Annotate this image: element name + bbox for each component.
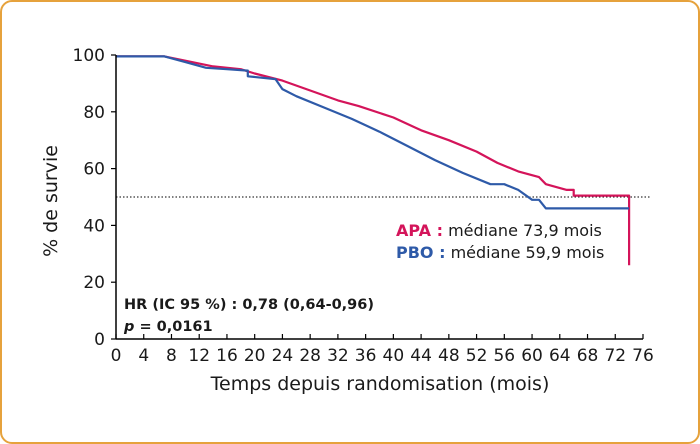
x-tick-label: 36 bbox=[355, 346, 377, 366]
legend-apa-key: APA : bbox=[396, 221, 443, 240]
x-tick-label: 8 bbox=[166, 346, 177, 366]
x-tick-label: 16 bbox=[216, 346, 238, 366]
x-tick-label: 28 bbox=[299, 346, 321, 366]
p-value: = 0,0161 bbox=[134, 319, 212, 335]
legend-pbo: PBO : médiane 59,9 mois bbox=[396, 243, 604, 262]
series-group bbox=[116, 55, 631, 266]
x-tick-label: 68 bbox=[577, 346, 599, 366]
ticks-group: 0 4 8 12 16 20 24 28 32 36 40 44 48 52 56 60 64 68 72 76020… bbox=[73, 46, 654, 366]
x-tick-label: 40 bbox=[383, 346, 405, 366]
axes-group bbox=[115, 55, 643, 340]
x-tick-label: 60 bbox=[521, 346, 543, 366]
legend-pbo-text: médiane 59,9 mois bbox=[446, 243, 605, 262]
p-symbol: p bbox=[123, 319, 134, 335]
y-axis-title: % de survie bbox=[40, 145, 62, 257]
y-tick-label: 80 bbox=[83, 103, 105, 123]
legend-pbo-key: PBO : bbox=[396, 243, 446, 262]
x-tick-label: 44 bbox=[410, 346, 432, 366]
x-tick-label: 32 bbox=[327, 346, 349, 366]
series-line-pbo bbox=[116, 55, 630, 210]
x-tick-label: 4 bbox=[138, 346, 149, 366]
y-tick-label: 60 bbox=[83, 160, 105, 180]
y-tick-label: 100 bbox=[73, 46, 105, 66]
x-tick-label: 52 bbox=[466, 346, 488, 366]
y-tick-label: 40 bbox=[83, 216, 105, 236]
x-tick-label: 24 bbox=[272, 346, 294, 366]
y-tick-label: 0 bbox=[94, 330, 105, 350]
x-tick-label: 20 bbox=[244, 346, 266, 366]
x-tick-label: 48 bbox=[438, 346, 460, 366]
y-tick-label: 20 bbox=[83, 273, 105, 293]
x-tick-label: 76 bbox=[632, 346, 654, 366]
legend-apa-text: médiane 73,9 mois bbox=[443, 221, 602, 240]
x-tick-label: 72 bbox=[604, 346, 626, 366]
p-value-annotation: p = 0,0161 bbox=[123, 319, 213, 335]
hazard-ratio-annotation: HR (IC 95 %) : 0,78 (0,64-0,96) bbox=[124, 297, 374, 313]
x-tick-label: 64 bbox=[549, 346, 571, 366]
x-axis-title: Temps depuis randomisation (mois) bbox=[210, 373, 550, 395]
x-tick-label: 0 bbox=[111, 346, 122, 366]
legend-apa: APA : médiane 73,9 mois bbox=[396, 221, 602, 240]
x-tick-label: 12 bbox=[188, 346, 210, 366]
x-tick-label: 56 bbox=[493, 346, 515, 366]
